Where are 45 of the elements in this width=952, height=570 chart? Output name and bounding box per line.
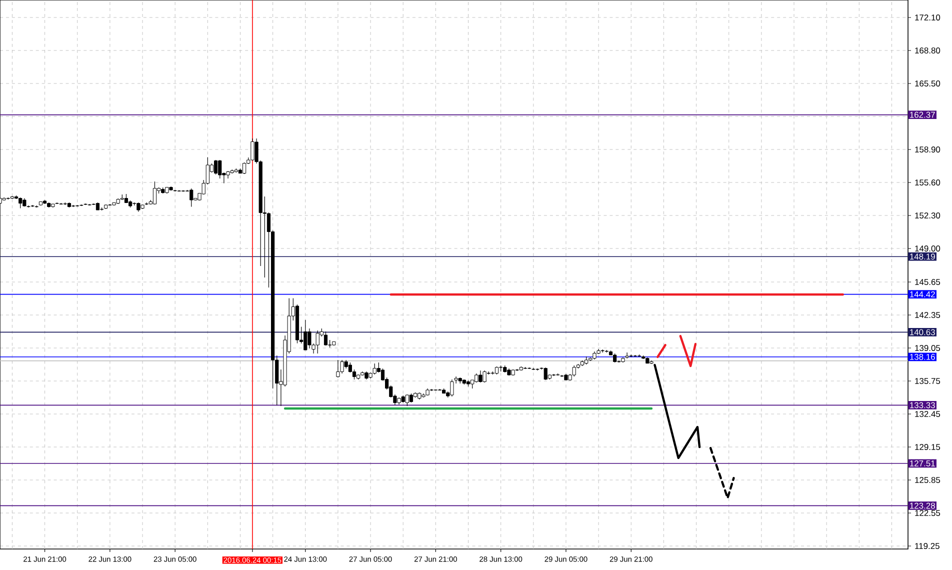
y-tick-label: 149.00 [915, 246, 940, 252]
candlestick [544, 367, 548, 380]
ref-line-label: 123.28 [910, 502, 935, 509]
candlestick [572, 365, 576, 377]
candlestick [152, 181, 157, 205]
candlestick [242, 162, 246, 174]
ref-line-label: 162.37 [910, 112, 935, 118]
ref-line-label: 148.19 [910, 254, 935, 260]
candlestick [482, 370, 486, 383]
y-tick-label: 145.65 [915, 279, 940, 285]
candlestick [18, 197, 22, 209]
y-tick-label: 122.55 [915, 510, 940, 516]
ref-line-label: 127.51 [910, 460, 935, 466]
y-tick-label: 125.85 [915, 477, 940, 483]
candlestick [316, 330, 320, 354]
candlestick [190, 188, 194, 207]
ref-line-label: 133.33 [910, 402, 935, 408]
ref-line-label: 140.63 [910, 329, 935, 336]
candlestick [625, 352, 629, 359]
y-tick-label: 119.25 [915, 543, 940, 549]
y-tick-label: 139.05 [915, 345, 940, 351]
candlestick [136, 202, 140, 212]
candlestick [324, 331, 328, 346]
y-tick-label: 172.10 [915, 14, 940, 20]
y-tick-label: 142.35 [915, 312, 940, 318]
y-tick-label: 155.60 [915, 180, 940, 186]
candlestick [250, 138, 254, 161]
candlestick [214, 160, 218, 175]
candlestick [372, 363, 376, 375]
candlestick [304, 320, 308, 350]
candlestick [124, 194, 128, 204]
y-tick-label: 158.90 [915, 146, 940, 152]
candlestick [336, 360, 340, 378]
ref-line-label: 144.42 [910, 291, 935, 298]
candlestick [478, 370, 482, 383]
candlestick [450, 379, 454, 397]
candlestick [348, 362, 352, 373]
candlestick [340, 360, 344, 374]
y-tick-label: 165.50 [915, 80, 940, 86]
y-tick-label: 132.45 [915, 411, 940, 417]
y-tick-label: 152.30 [915, 212, 940, 218]
y-tick-label: 135.75 [915, 378, 940, 384]
y-tick-label: 168.80 [915, 48, 940, 54]
y-tick-label: 129.15 [915, 444, 940, 450]
ref-line-label: 138.16 [910, 354, 935, 360]
